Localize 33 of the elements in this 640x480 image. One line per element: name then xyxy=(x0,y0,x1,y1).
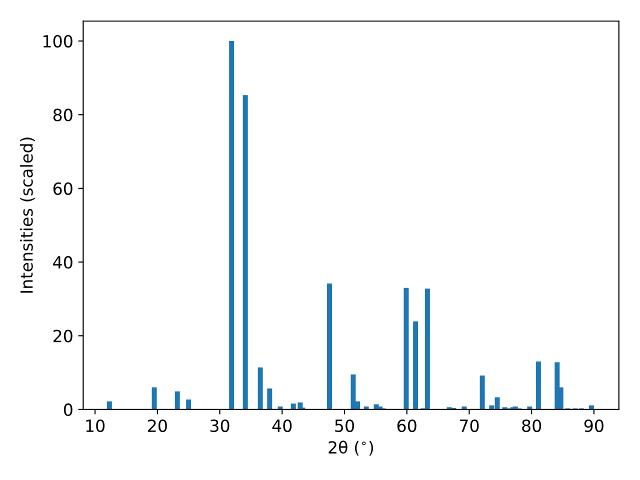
bar xyxy=(267,388,272,410)
y-tick-label: 60 xyxy=(53,182,72,195)
bar xyxy=(350,374,356,410)
x-tick-label: 30 xyxy=(210,419,230,432)
y-tick-label: 0 xyxy=(64,403,72,416)
bar xyxy=(413,321,418,410)
bar xyxy=(404,288,409,410)
bar xyxy=(480,376,485,410)
y-axis-title: Intensities (scaled) xyxy=(20,138,35,293)
x-tick-label: 80 xyxy=(522,419,542,432)
y-tick-label: 80 xyxy=(53,108,72,122)
x-tick-label: 20 xyxy=(148,419,167,432)
bar xyxy=(424,288,430,410)
bar xyxy=(258,367,263,410)
x-tick-label: 60 xyxy=(397,419,416,432)
bar xyxy=(327,283,332,410)
x-tick-label: 90 xyxy=(584,419,604,432)
x-axis-title: 2θ ($^{∘}$) xyxy=(328,440,374,456)
x-tick-label: 40 xyxy=(272,419,292,432)
bar xyxy=(186,399,192,410)
bar xyxy=(242,95,248,410)
x-tick-label: 70 xyxy=(460,419,479,432)
x-tick-label: 50 xyxy=(335,419,354,432)
y-tick-label: 100 xyxy=(43,34,72,48)
bar xyxy=(536,362,541,410)
bar xyxy=(229,41,234,410)
bar xyxy=(106,401,112,410)
bar xyxy=(152,387,157,410)
y-tick-label: 40 xyxy=(53,256,72,269)
y-tick-label: 20 xyxy=(53,330,72,342)
bar xyxy=(554,362,560,410)
x-tick-label: 10 xyxy=(86,419,105,432)
bar xyxy=(174,391,180,410)
